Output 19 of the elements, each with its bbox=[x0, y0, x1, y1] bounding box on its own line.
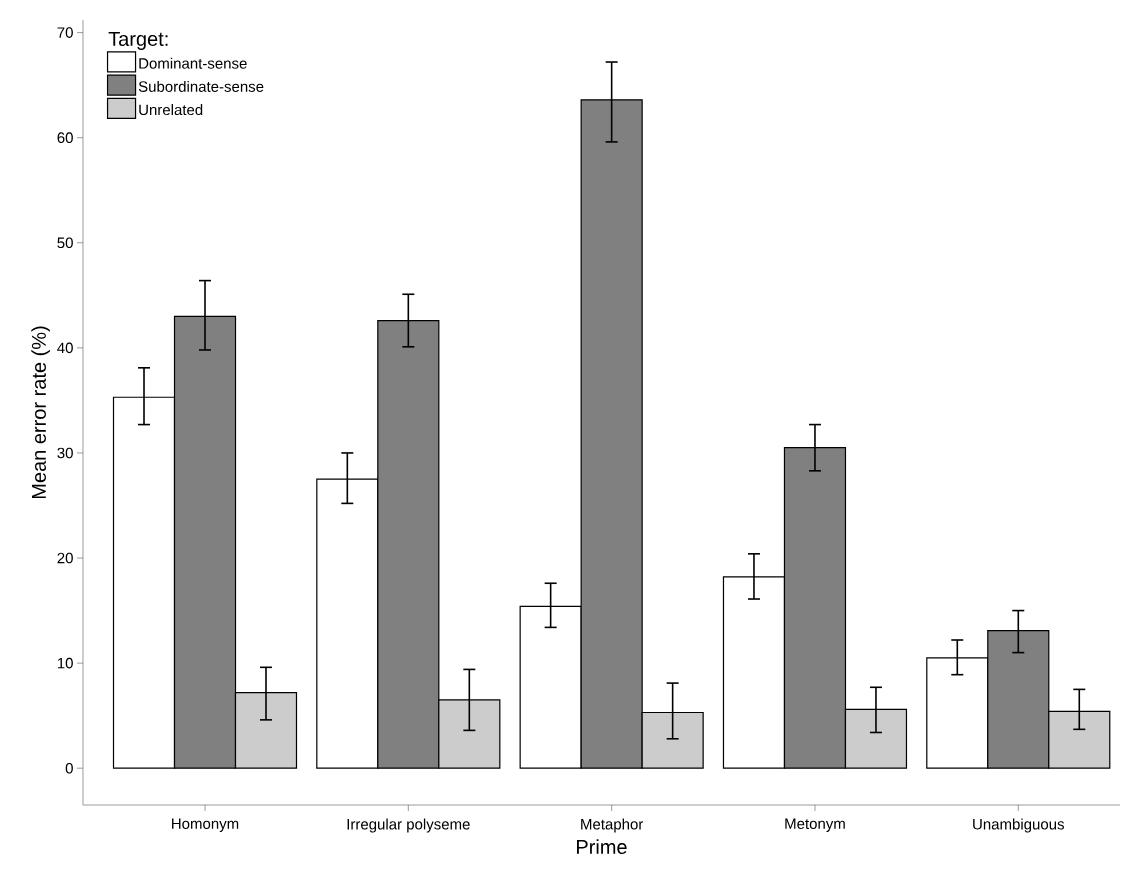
legend-label: Unrelated bbox=[139, 104, 203, 116]
y-tick-label: 70 bbox=[57, 27, 73, 38]
x-tick-label: Irregular polyseme bbox=[347, 818, 470, 833]
y-tick-label: 60 bbox=[57, 132, 73, 143]
y-axis-title: Mean error rate (%) bbox=[31, 326, 50, 499]
x-tick-label: Homonym bbox=[172, 818, 239, 832]
x-tick-label: Metaphor bbox=[581, 818, 644, 833]
y-tick-label: 10 bbox=[57, 657, 73, 669]
x-axis-title: Prime bbox=[577, 839, 627, 855]
y-tick-label: 30 bbox=[57, 447, 73, 459]
x-tick-label: Unambiguous bbox=[973, 818, 1064, 833]
legend-label: Dominant-sense bbox=[139, 57, 247, 69]
legend-title: Target: bbox=[108, 32, 168, 50]
x-tick-label: Metonym bbox=[785, 818, 845, 832]
y-tick-label: 20 bbox=[57, 552, 73, 564]
y-tick-label: 0 bbox=[65, 762, 73, 774]
y-tick-label: 40 bbox=[57, 342, 73, 354]
legend-label: Subordinate-sense bbox=[138, 80, 264, 92]
y-tick-label: 50 bbox=[57, 237, 73, 249]
